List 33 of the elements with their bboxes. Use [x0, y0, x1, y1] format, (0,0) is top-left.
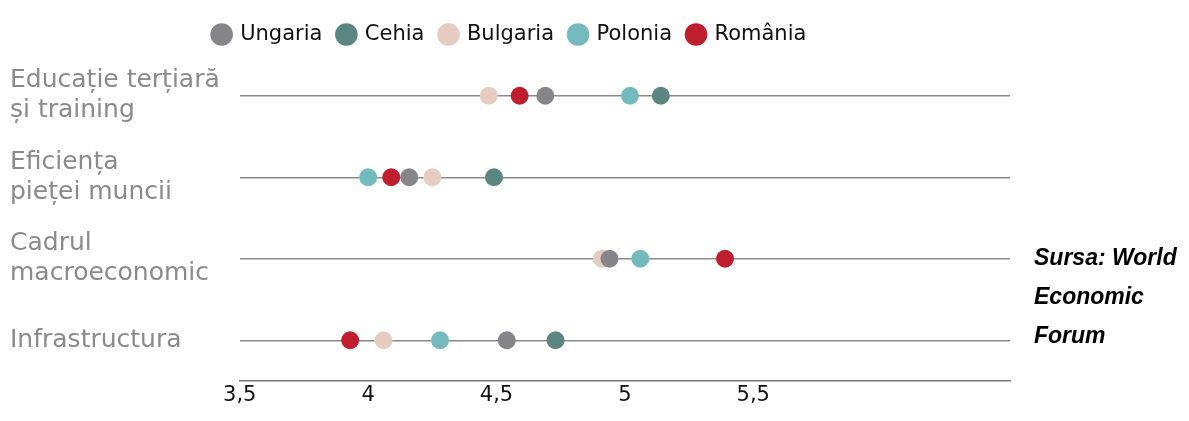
point: [400, 168, 419, 187]
point: [382, 168, 401, 187]
point: [621, 86, 640, 105]
legend-label: România: [714, 20, 807, 45]
point: [374, 331, 393, 350]
y-tick-label: Eficiența pieței muncii: [10, 145, 172, 205]
point: [431, 331, 450, 350]
x-tick-label: 3,5: [223, 382, 257, 407]
point: [497, 331, 516, 350]
x-tick-label: 4,5: [479, 382, 514, 407]
text: Sursa: World Economic Forum: [1034, 243, 1178, 350]
legend-label: Bulgaria: [466, 20, 555, 45]
y-tick-label: Cadrul macroeconomic: [10, 227, 210, 287]
point: [600, 249, 619, 268]
y-tick-label: Educație terțiară și training: [10, 64, 220, 124]
x-tick-label: 5: [618, 382, 632, 407]
legend-label: Ungaria: [240, 20, 323, 45]
legend-label: Cehia: [364, 20, 425, 45]
x-tick-label: 4: [361, 382, 375, 407]
point: [341, 331, 360, 350]
point: [484, 168, 503, 187]
point: [546, 331, 565, 350]
point: [536, 86, 555, 105]
x-tick-label: 5,5: [736, 382, 770, 407]
point: [359, 168, 378, 187]
point: [631, 249, 650, 268]
legend-label: Polonia: [596, 20, 673, 45]
point: [479, 86, 498, 105]
y-tick-label: Infrastructura: [10, 323, 182, 353]
point: [716, 249, 735, 268]
point: [651, 86, 670, 105]
point: [423, 168, 442, 187]
point: [510, 86, 529, 105]
